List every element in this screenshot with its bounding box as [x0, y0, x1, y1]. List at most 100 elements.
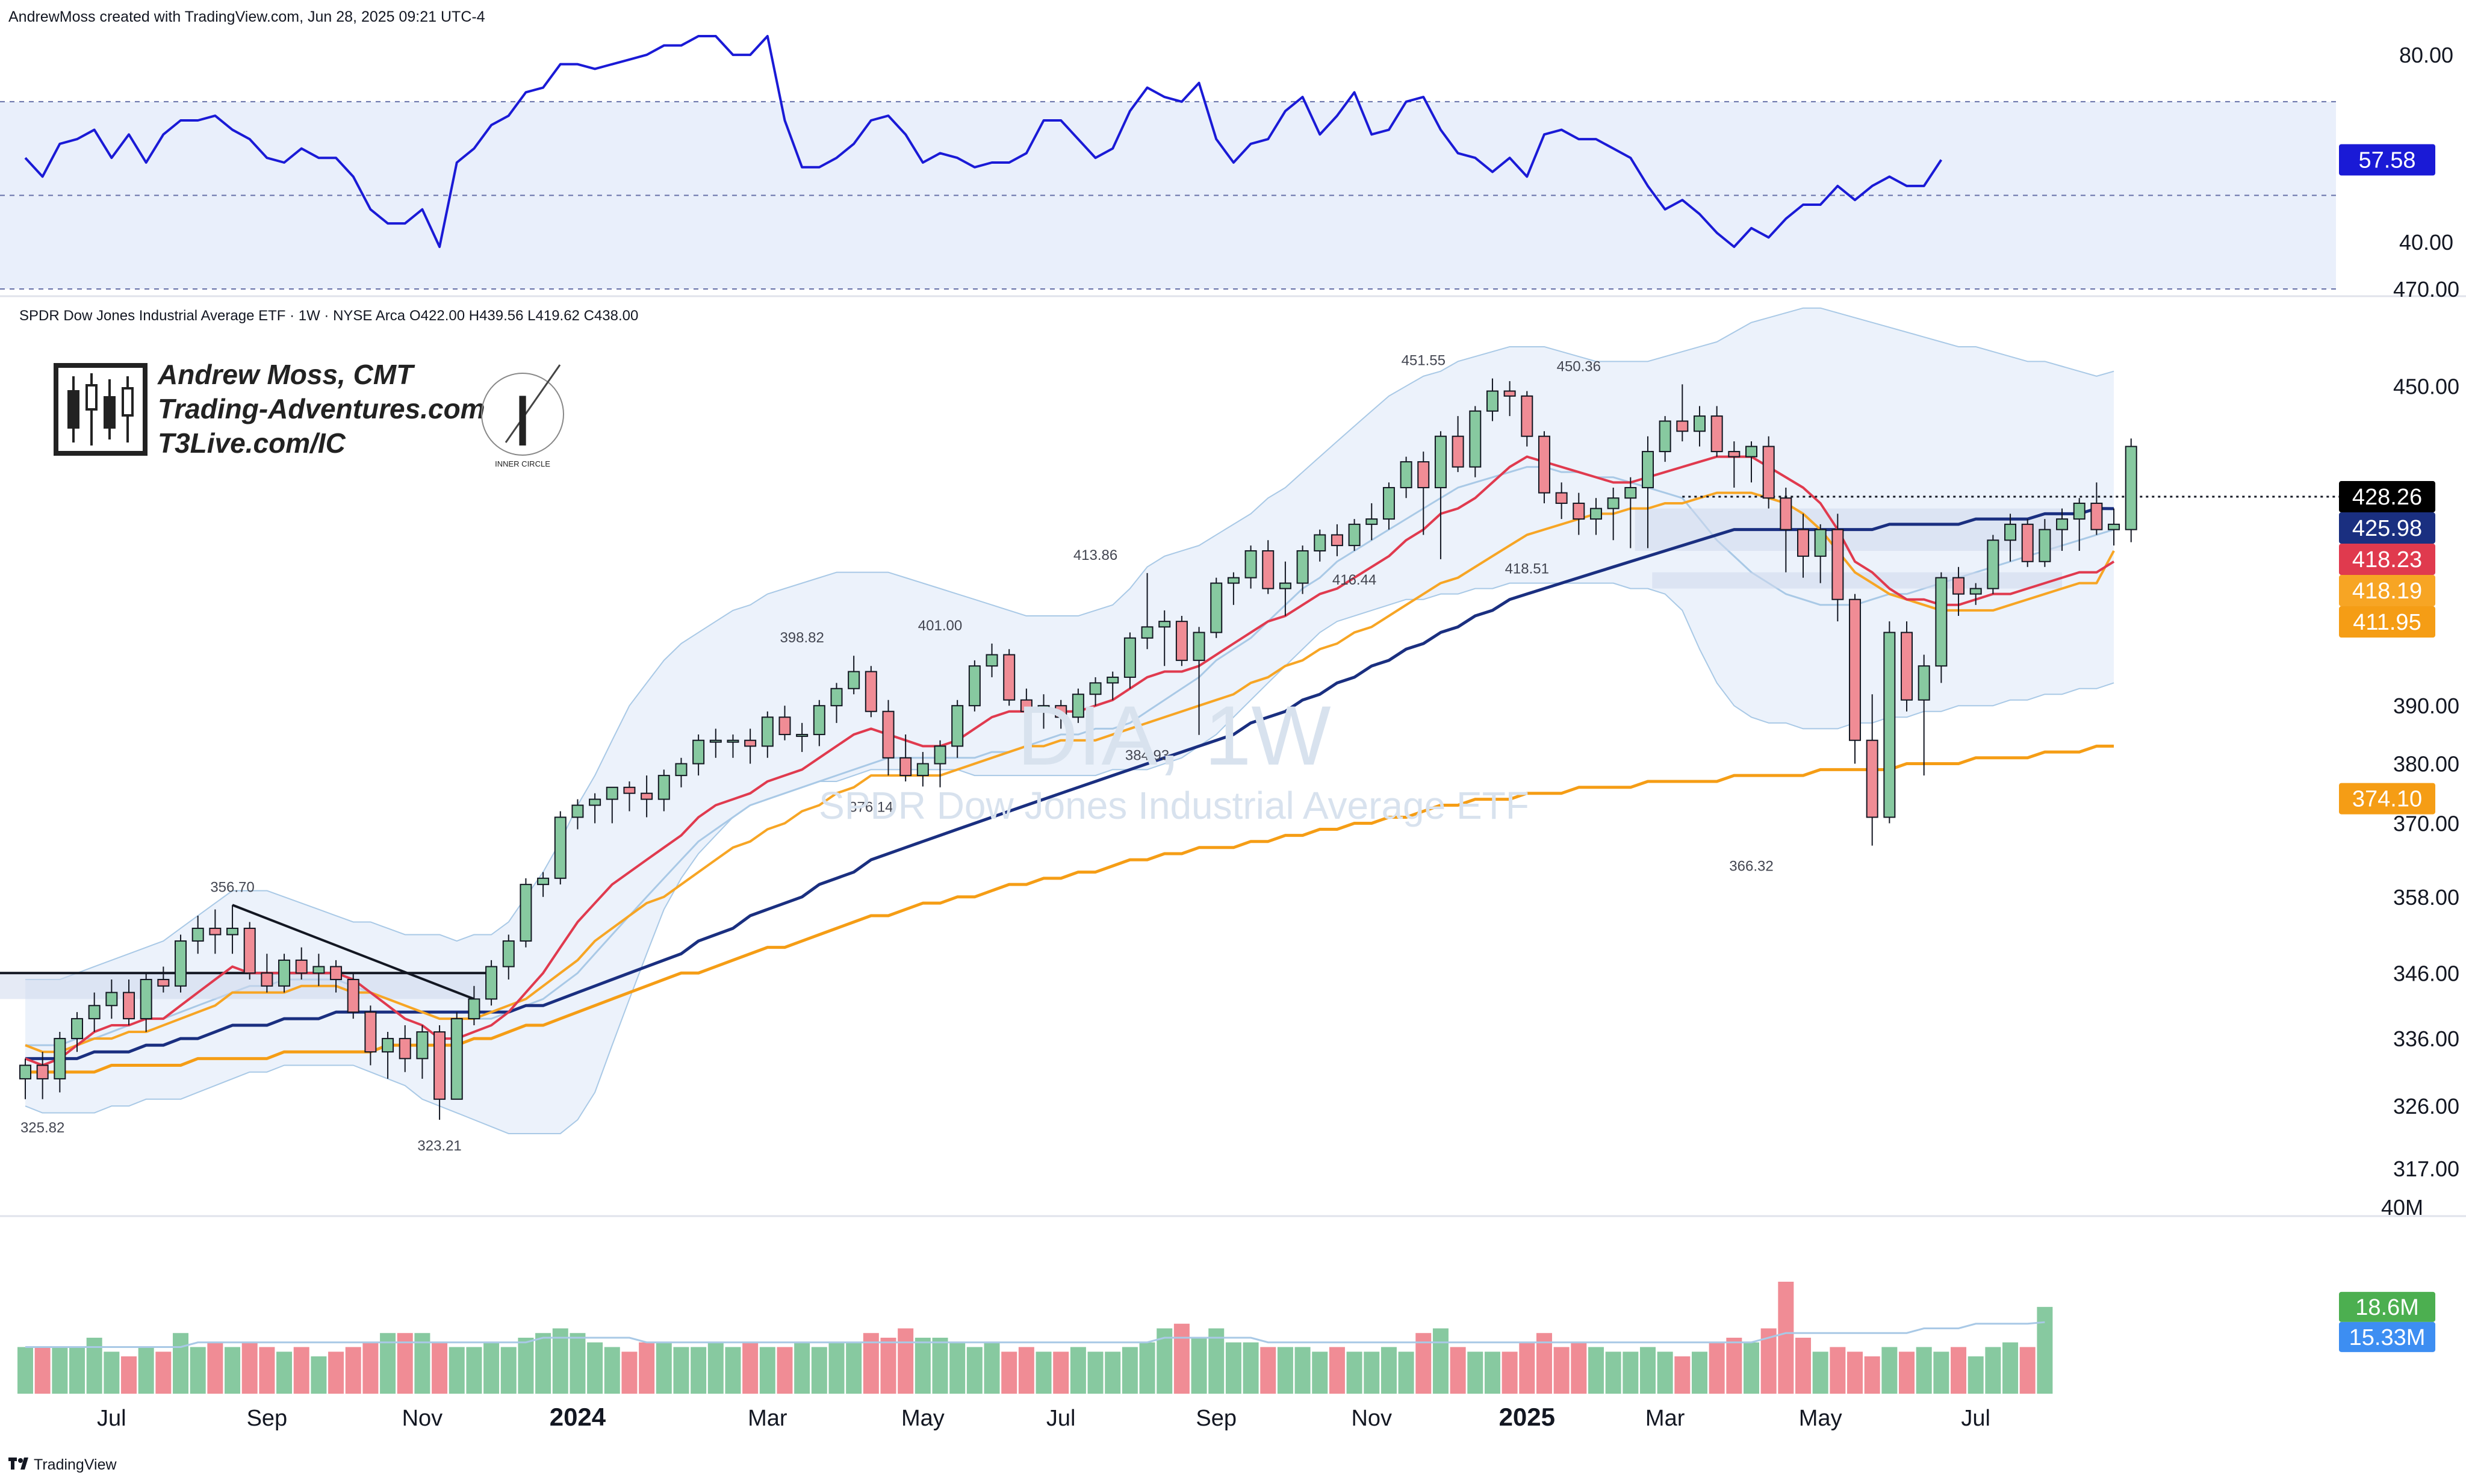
volume-bar — [466, 1347, 482, 1394]
candle — [778, 706, 791, 740]
candle — [813, 700, 825, 747]
candle-body — [1710, 415, 1723, 453]
candle-body — [1849, 598, 1862, 741]
price-badge-label: 428.26 — [2352, 485, 2422, 510]
volume-bar — [1830, 1347, 1846, 1394]
candle-body — [36, 1064, 49, 1079]
candle-body — [778, 716, 791, 736]
candle-body — [1969, 588, 1982, 595]
volume-bar — [621, 1352, 638, 1394]
volume-bar — [1657, 1352, 1673, 1394]
volume-bar — [794, 1342, 810, 1394]
candle-body — [1348, 523, 1361, 547]
volume-bar — [1364, 1352, 1380, 1394]
candle — [330, 960, 343, 993]
volume-bar — [52, 1347, 68, 1394]
candle-body — [934, 745, 946, 765]
candle-body — [330, 966, 343, 981]
candle — [399, 1025, 411, 1072]
candle — [1693, 406, 1706, 447]
volume-bar — [104, 1352, 120, 1394]
time-axis-label: 2025 — [1499, 1403, 1555, 1431]
volume-bar — [880, 1338, 896, 1394]
volume-bar — [1208, 1328, 1225, 1394]
candle-body — [1659, 420, 1671, 453]
time-axis-label: May — [901, 1406, 945, 1431]
candle-body — [2108, 523, 2120, 530]
candle — [1762, 436, 1775, 509]
candle — [934, 740, 946, 787]
volume-bar — [155, 1352, 172, 1394]
candle — [2073, 498, 2086, 551]
candle — [727, 734, 739, 758]
volume-bar — [932, 1338, 948, 1394]
logo-line-3: T3Live.com/IC — [158, 427, 346, 459]
support-resistance-zone — [0, 973, 492, 999]
volume-badge-box — [2339, 1321, 2435, 1352]
candle-body — [157, 979, 170, 987]
volume-bar — [362, 1342, 379, 1394]
volume-bar — [1225, 1342, 1241, 1394]
volume-bar — [483, 1342, 500, 1394]
price-axis-tick: 317.00 — [2393, 1156, 2459, 1181]
candle-body — [865, 671, 877, 712]
candle — [1780, 487, 1792, 573]
candle — [1935, 572, 1948, 683]
candle-body — [571, 804, 584, 818]
candle-body — [1728, 451, 1741, 458]
candle — [916, 752, 929, 787]
candle — [1089, 677, 1102, 706]
candle-body — [1089, 682, 1102, 695]
volume-bar — [345, 1347, 361, 1394]
candle-body — [606, 786, 618, 800]
price-extreme-label: 401.00 — [918, 618, 962, 634]
volume-badge-box — [2339, 1291, 2435, 1322]
candle — [1866, 694, 1878, 846]
bollinger-upper — [25, 307, 2114, 981]
volume-bar — [1139, 1342, 1155, 1394]
time-axis-label: May — [1799, 1406, 1842, 1431]
candle — [1797, 514, 1810, 578]
candle — [554, 811, 567, 885]
candle-body — [848, 671, 860, 689]
volume-bar — [1243, 1342, 1259, 1394]
candle-body — [2090, 502, 2103, 530]
time-axis-label: Jul — [1961, 1406, 1990, 1431]
volume-bar — [1985, 1347, 2001, 1394]
candle-body — [209, 927, 222, 936]
candle — [502, 934, 515, 980]
candle — [1244, 545, 1257, 589]
price-axis-tick: 370.00 — [2393, 811, 2459, 836]
volume-bar — [1812, 1352, 1828, 1394]
candle-body — [951, 705, 964, 747]
candle — [1452, 416, 1464, 473]
price-badge-label: 418.23 — [2352, 547, 2422, 573]
volume-bar — [1173, 1323, 1190, 1394]
volume-bar — [811, 1347, 827, 1394]
price-badge-box — [2339, 481, 2435, 513]
candle-body — [347, 979, 359, 1013]
candle-body — [1866, 739, 1878, 818]
volume-axis-tick: 40M — [2381, 1195, 2423, 1220]
candle-body — [382, 1038, 394, 1053]
time-axis-label: Nov — [402, 1406, 443, 1431]
rsi-badge-label: 57.58 — [2358, 147, 2415, 173]
candle-body — [1831, 529, 1844, 600]
candle — [485, 960, 498, 1006]
candle-body — [1003, 654, 1016, 701]
logo-line-1: Andrew Moss, CMT — [157, 359, 415, 390]
candle-body — [1434, 435, 1447, 488]
candle-body — [2004, 523, 2017, 541]
candle — [848, 656, 860, 695]
candle-body — [744, 739, 757, 747]
candle — [2108, 508, 2120, 546]
candle — [2021, 519, 2034, 567]
logo-line-2: Trading-Adventures.com — [158, 393, 485, 424]
volume-bar — [1623, 1352, 1639, 1394]
candle — [1469, 406, 1482, 477]
volume-badge: 18.6M — [2339, 1291, 2435, 1322]
candle-body — [1555, 492, 1568, 504]
candle — [986, 644, 998, 677]
price-pane: 325.82 356.70 323.21 398.82 376.14 401.00 413.… — [0, 277, 2459, 1181]
